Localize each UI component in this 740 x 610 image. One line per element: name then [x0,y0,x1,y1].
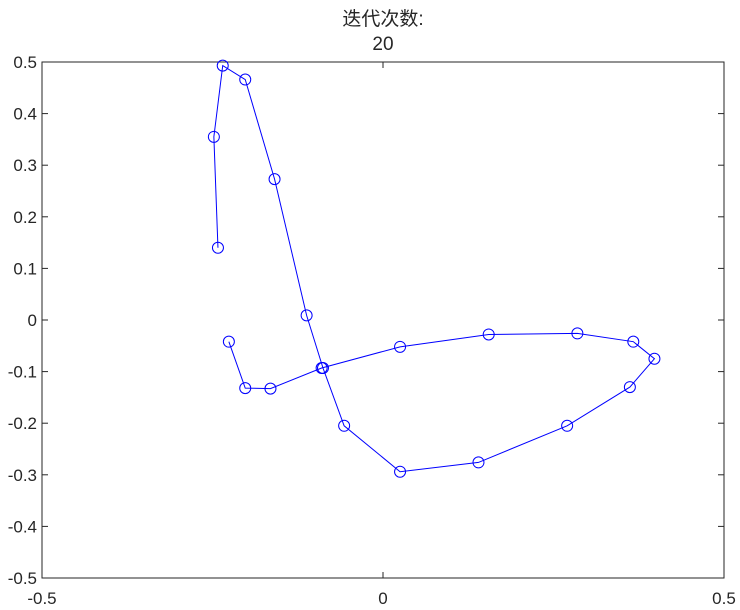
data-point-marker [300,309,313,322]
data-point-marker [239,73,252,86]
data-point-marker [561,419,574,432]
data-point-marker [268,173,281,186]
y-tick-label: 0.5 [13,53,37,72]
chart-title-line-2: 20 [372,34,394,55]
y-tick-label: 0 [28,311,37,330]
y-tick-label: 0.3 [13,156,37,175]
x-tick-label: 0 [378,589,387,608]
y-tick-label: 0.1 [13,259,37,278]
data-point-marker [338,419,351,432]
data-point-marker [623,381,636,394]
axes-frame [41,61,725,579]
y-tick-label: -0.2 [8,414,37,433]
data-point-marker [222,335,235,348]
x-tick-label: 0.5 [712,589,736,608]
x-axis: -0.5 0 0.5 [27,62,736,608]
data-point-marker [216,59,229,72]
y-tick-label: -0.4 [8,517,37,536]
data-point-marker [315,361,328,374]
data-point-marker [394,340,407,353]
data-point-marker [394,465,407,478]
chart-title-line-1: 迭代次数: [342,9,424,30]
data-point-marker [482,328,495,341]
data-point-marker [627,335,640,348]
data-point-marker [264,382,277,395]
y-tick-label: -0.3 [8,466,37,485]
y-tick-label: 0.4 [13,105,37,124]
y-axis: 0.5 0.4 0.3 0.2 0.1 0 -0.1 -0.2 -0.3 -0.4 -0.5 [8,53,724,588]
plot-area [41,61,725,579]
data-point-marker [207,130,220,143]
data-point-marker [211,241,224,254]
series-line [213,64,656,473]
data-point-marker [472,456,485,469]
data-point-marker [239,382,252,395]
x-tick-label: -0.5 [27,589,56,608]
y-tick-label: 0.2 [13,208,37,227]
y-tick-label: -0.5 [8,569,37,588]
data-series [207,59,661,478]
data-point-marker [648,352,661,365]
data-point-marker [571,327,584,340]
y-tick-label: -0.1 [8,363,37,382]
